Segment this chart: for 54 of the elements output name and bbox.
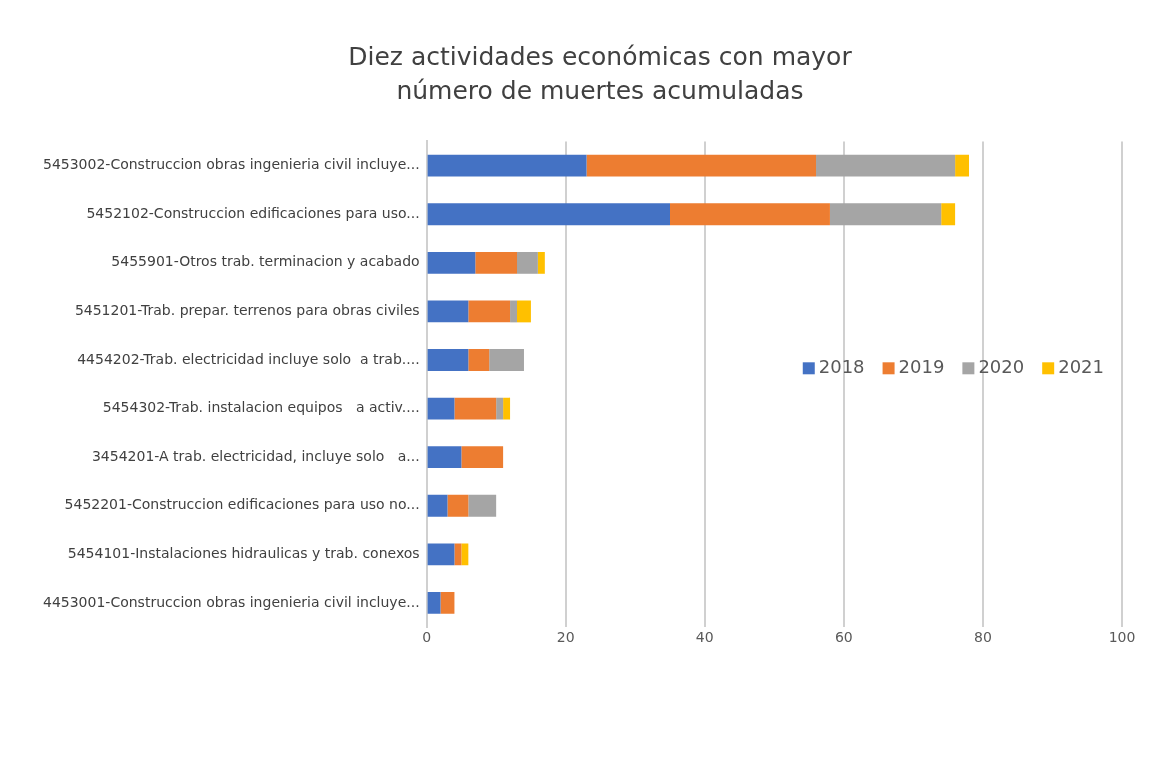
x-tick-label: 40 (695, 629, 714, 646)
y-tick-label: 5455901-Otros trab. terminacion y acabado (111, 253, 420, 270)
y-tick-label: 5452201-Construccion edificaciones para uso no... (64, 496, 420, 513)
bar (427, 203, 670, 226)
bar (955, 154, 970, 177)
bar (468, 349, 490, 371)
bar (427, 591, 441, 614)
bar (496, 397, 504, 420)
bar (503, 397, 511, 420)
bar (461, 543, 469, 566)
y-tick-label: 5454302-Trab. instalacion equipos a activ.... (102, 399, 420, 416)
bar (427, 251, 476, 274)
y-tick-label: 5451201-Trab. prepar. terrenos para obras civiles (74, 302, 420, 319)
x-tick-label: 80 (974, 629, 992, 646)
bar (829, 203, 942, 226)
x-tick-label: 60 (834, 629, 853, 646)
x-tick-label: 20 (556, 629, 575, 646)
bar (427, 543, 455, 566)
bar (427, 154, 587, 177)
y-tick-label: 4453001-Construccion obras ingenieria civil incluye... (42, 593, 420, 610)
bar (468, 494, 497, 517)
bar (489, 349, 524, 371)
bar (427, 349, 469, 371)
bar (510, 300, 518, 323)
bar (586, 154, 817, 177)
legend-label: 2020 (978, 355, 1025, 377)
bar (517, 300, 531, 323)
y-tick-label: 3454201-A trab. electricidad, incluye solo a... (91, 447, 420, 464)
bar (427, 494, 448, 517)
legend-label: 2018 (818, 355, 865, 377)
y-tick-label: 5454101-Instalaciones hidraulicas y trab. conexos (67, 544, 420, 561)
y-tick-label: 4454202-Trab. electricidad incluye solo a trab.... (77, 350, 420, 367)
x-tick-label: 100 (1108, 629, 1136, 646)
bar (670, 203, 830, 226)
legend-label: 2021 (1058, 355, 1104, 377)
bar (537, 251, 545, 274)
y-tick-label: 5452102-Construccion edificaciones para uso... (86, 204, 420, 221)
bar (440, 591, 455, 614)
bar (427, 300, 469, 323)
bar (454, 397, 497, 420)
bar (447, 494, 469, 517)
bar (517, 251, 538, 274)
bar (475, 251, 518, 274)
legend-label: 2019 (898, 355, 945, 377)
chart-title: Diez actividades económicas con mayor número de muertes acumuladas (347, 41, 853, 107)
bar (454, 543, 462, 566)
bar (427, 397, 455, 420)
bar (427, 446, 462, 469)
bar (941, 203, 956, 226)
bar (461, 446, 504, 469)
y-tick-label: 5453002-Construccion obras ingenieria civil incluye... (42, 156, 420, 173)
x-tick-label: 0 (422, 629, 432, 646)
bar (816, 154, 956, 177)
bar (468, 300, 511, 323)
